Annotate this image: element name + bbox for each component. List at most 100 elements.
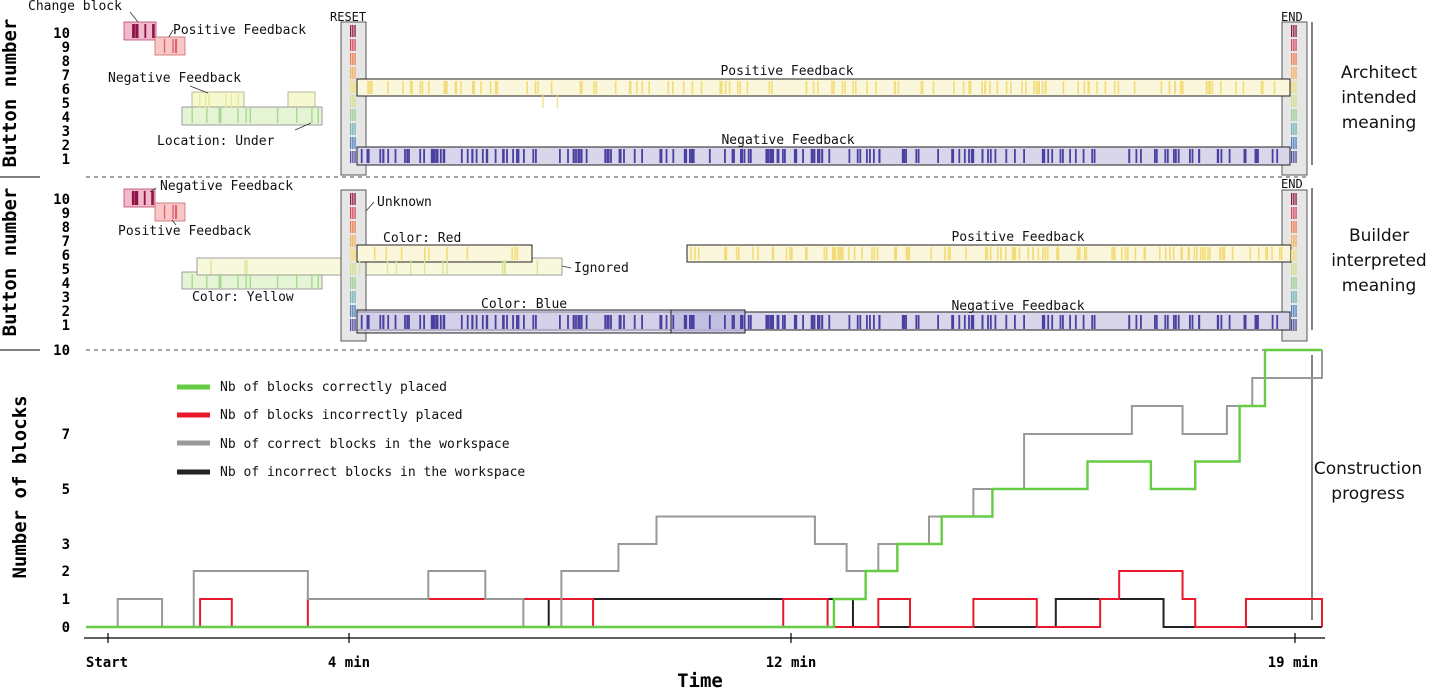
event-tick [789, 247, 791, 260]
progress-lines [86, 348, 1323, 629]
event-tick [1047, 315, 1050, 329]
event-tick [633, 315, 636, 329]
event-tick [1291, 67, 1293, 79]
event-tick [876, 247, 879, 260]
event-tick [1217, 149, 1220, 163]
event-tick [733, 315, 735, 329]
event-tick [404, 315, 406, 329]
event-tick [489, 81, 492, 94]
event-tick [743, 149, 746, 163]
event-tick [535, 315, 537, 329]
event-tick [1202, 247, 1204, 260]
event-tick [1025, 81, 1027, 94]
event-tick [685, 315, 688, 329]
event-tick [354, 221, 356, 233]
event-tick [575, 149, 577, 163]
event-tick [1127, 247, 1129, 260]
event-tick [394, 149, 397, 163]
event-tick [818, 149, 821, 163]
event-tick [1271, 247, 1273, 260]
event-tick [1104, 81, 1107, 94]
p2-neg-small-box [123, 188, 156, 208]
event-tick [249, 274, 251, 288]
event-tick [813, 315, 816, 329]
event-tick [502, 315, 505, 329]
p1-pos-small-box [154, 36, 186, 56]
event-tick [132, 24, 134, 38]
event-tick [404, 149, 406, 163]
progress-ytick-5: 5 [62, 482, 70, 498]
event-tick [1291, 263, 1293, 275]
event-tick [354, 39, 356, 51]
event-tick [1291, 235, 1293, 247]
event-tick [1069, 149, 1071, 163]
event-tick [350, 39, 352, 51]
event-tick [708, 315, 711, 329]
event-tick [367, 81, 369, 94]
event-tick [1271, 315, 1274, 329]
event-tick [733, 149, 735, 163]
event-tick [861, 247, 863, 260]
legend-label-incorrect-workspace: Nb of incorrect blocks in the workspace [220, 465, 525, 480]
p2-tick-2: 2 [62, 304, 70, 320]
event-tick [1177, 315, 1180, 329]
event-tick [1074, 149, 1077, 163]
event-tick [387, 81, 389, 94]
event-tick [496, 81, 499, 94]
event-tick [719, 81, 721, 94]
event-tick [987, 315, 989, 329]
event-tick [834, 247, 837, 260]
event-tick [352, 193, 354, 205]
event-tick [1175, 315, 1177, 329]
event-tick [573, 315, 575, 329]
event-tick [1295, 137, 1297, 149]
event-tick [802, 315, 804, 329]
event-tick [366, 315, 369, 329]
event-tick [1169, 247, 1171, 260]
event-tick [735, 247, 738, 260]
event-tick [1010, 81, 1012, 94]
event-tick [1038, 81, 1040, 94]
event-tick [665, 315, 668, 329]
event-tick [660, 315, 663, 329]
panel-1-event-ticks [132, 24, 1297, 163]
event-tick [136, 191, 139, 205]
event-tick [352, 95, 354, 107]
event-tick [366, 149, 369, 163]
event-tick [475, 149, 478, 163]
event-tick [604, 315, 607, 329]
event-tick [424, 247, 426, 260]
event-tick [743, 315, 746, 329]
event-tick [869, 149, 871, 163]
event-tick [400, 247, 403, 260]
event-tick [174, 205, 177, 219]
event-tick [989, 149, 992, 163]
event-tick [953, 81, 955, 94]
event-tick [1208, 81, 1210, 94]
event-tick [752, 247, 754, 260]
event-tick [731, 315, 734, 329]
event-tick [573, 149, 575, 163]
event-tick [1035, 81, 1038, 94]
event-tick [1220, 315, 1223, 329]
event-tick [512, 315, 514, 329]
event-tick [1295, 305, 1297, 317]
event-tick [311, 274, 313, 288]
event-tick [1027, 247, 1030, 260]
event-tick [749, 149, 752, 163]
event-tick [370, 81, 373, 94]
p2-ann-neg: Negative Feedback [160, 179, 293, 194]
event-tick [1249, 247, 1252, 260]
panel-1-leader-lines [129, 11, 312, 131]
event-tick [841, 81, 844, 94]
event-tick [937, 149, 939, 163]
event-tick [523, 149, 525, 163]
event-tick [692, 315, 695, 329]
event-tick [1135, 149, 1138, 163]
event-tick [350, 235, 352, 247]
event-tick [856, 149, 859, 163]
event-tick [1295, 25, 1297, 37]
event-tick [163, 39, 166, 53]
event-tick [1255, 149, 1258, 163]
event-tick [1113, 81, 1116, 94]
